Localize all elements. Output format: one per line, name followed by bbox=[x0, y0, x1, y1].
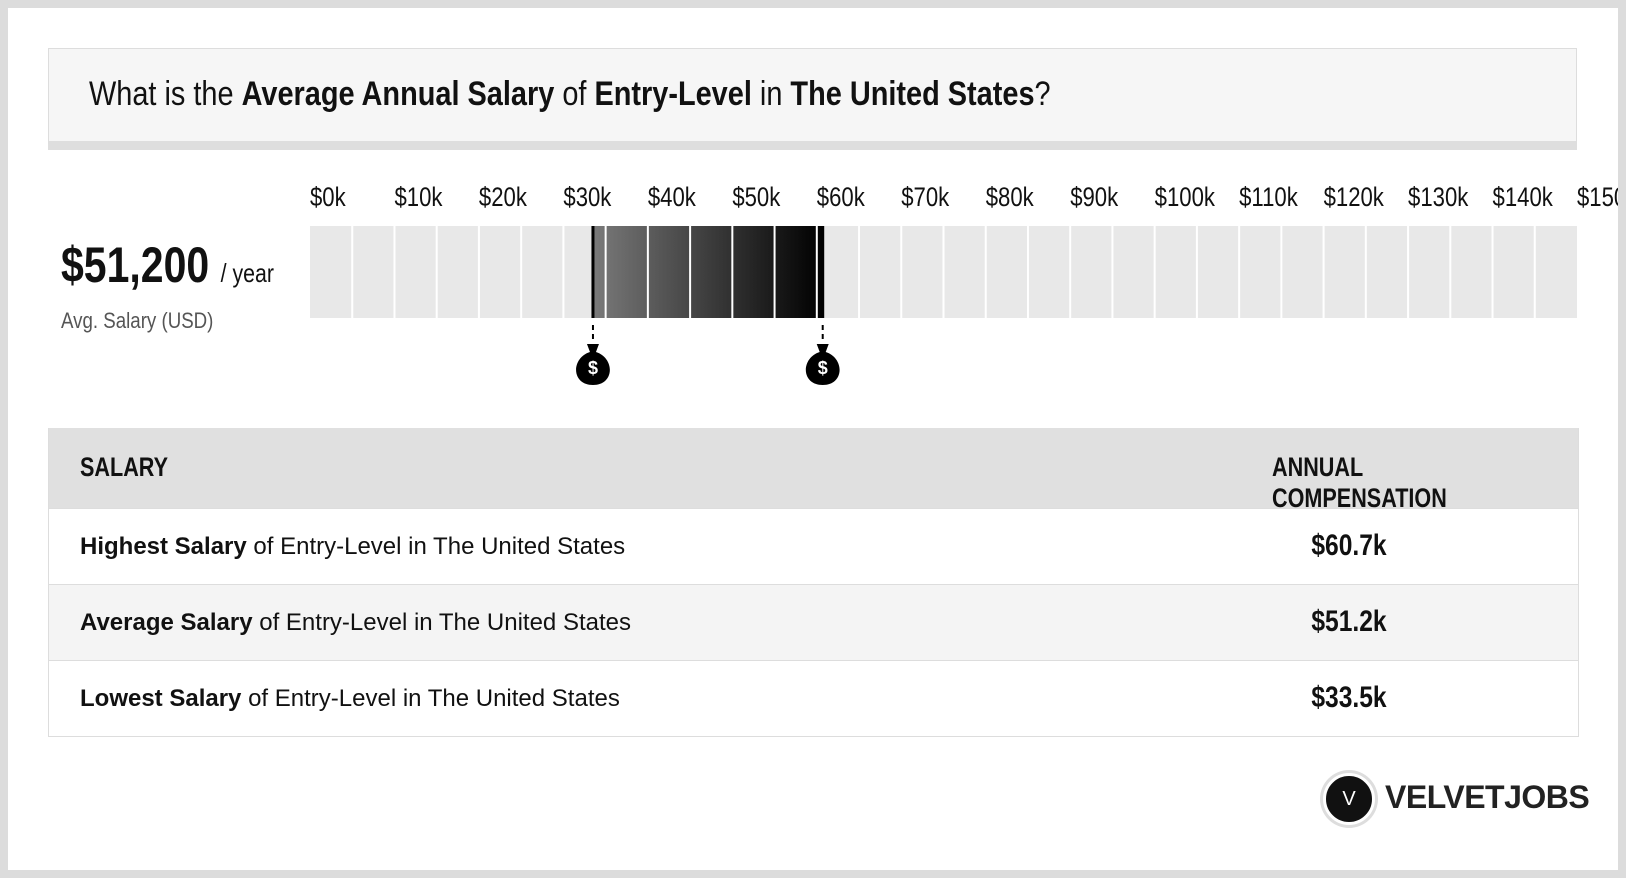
salary-scale: $0k $10k $20k $30k $40k $50k $60k $70k $80k $90k $… bbox=[310, 183, 1618, 385]
title-part: of bbox=[562, 75, 587, 113]
card: What is the Average Annual Salary of Ent… bbox=[8, 8, 1618, 870]
avg-salary: $51,200 / year bbox=[61, 236, 274, 294]
salary-range bbox=[592, 226, 823, 318]
tick-label: $150k+ bbox=[1577, 183, 1618, 213]
row-value: $33.5k bbox=[1311, 681, 1387, 714]
tick-label: $120k bbox=[1324, 183, 1385, 213]
row-label-bold: Lowest Salary bbox=[80, 685, 242, 712]
tick-label: $60k bbox=[817, 183, 866, 213]
tick-label: $80k bbox=[986, 183, 1035, 213]
logo-icon: V bbox=[1323, 773, 1375, 825]
tick-label: $0k bbox=[310, 183, 346, 213]
title-part: ? bbox=[1034, 75, 1051, 113]
tick-label: $100k bbox=[1155, 183, 1216, 213]
period: / year bbox=[220, 258, 274, 288]
caption: Avg. Salary (USD) bbox=[61, 308, 214, 333]
tick-label: $50k bbox=[732, 183, 781, 213]
title-part: Entry-Level bbox=[594, 75, 752, 113]
row-label: Average Salary of Entry-Level in The Uni… bbox=[80, 609, 631, 637]
money-bag bbox=[576, 344, 610, 385]
tick-label: $10k bbox=[394, 183, 443, 213]
title: What is the Average Annual Salary of Ent… bbox=[89, 75, 1051, 114]
table-row: Highest Salary of Entry-Level in The Uni… bbox=[49, 508, 1578, 584]
row-value: $51.2k bbox=[1311, 605, 1387, 638]
table-row: Lowest Salary of Entry-Level in The Unit… bbox=[49, 660, 1578, 736]
header-cell: ANNUAL COMPENSATION bbox=[1272, 452, 1447, 513]
title-part: Average Annual Salary bbox=[241, 75, 555, 113]
table-header: SALARY ANNUAL COMPENSATION bbox=[49, 428, 1578, 513]
marker-symbol: $ bbox=[818, 358, 828, 378]
title-part: The United States bbox=[790, 75, 1035, 113]
row-label-rest: of Entry-Level in The United States bbox=[259, 609, 631, 636]
row-label-rest: of Entry-Level in The United States bbox=[248, 685, 620, 712]
tick-label: $20k bbox=[479, 183, 528, 213]
tick-label: $40k bbox=[648, 183, 697, 213]
tick-label: $30k bbox=[563, 183, 612, 213]
tick-label: $130k bbox=[1408, 183, 1469, 213]
logo-name: VELVETJOBS bbox=[1385, 779, 1590, 815]
tick-label: $90k bbox=[1070, 183, 1119, 213]
marker-symbol: $ bbox=[588, 358, 598, 378]
row-label-rest: of Entry-Level in The United States bbox=[253, 533, 626, 560]
table-row: Average Salary of Entry-Level in The Uni… bbox=[49, 584, 1578, 660]
title-part: in bbox=[759, 75, 783, 113]
header: What is the Average Annual Salary of Ent… bbox=[48, 48, 1577, 150]
tick-label: $70k bbox=[901, 183, 950, 213]
header-cell: SALARY bbox=[80, 452, 169, 482]
row-value: $60.7k bbox=[1311, 529, 1387, 562]
tick-label: $140k bbox=[1493, 183, 1554, 213]
title-part: What is the bbox=[89, 75, 234, 113]
row-label: Highest Salary of Entry-Level in The Uni… bbox=[80, 533, 625, 561]
amount: $51,200 bbox=[61, 237, 210, 293]
row-label: Lowest Salary of Entry-Level in The Unit… bbox=[80, 685, 620, 713]
table: SALARY ANNUAL COMPENSATION Highest Salar… bbox=[48, 428, 1579, 737]
row-label-bold: Average Salary bbox=[80, 609, 253, 636]
tick-label: $110k bbox=[1239, 183, 1298, 213]
money-bag bbox=[805, 344, 840, 385]
row-label-bold: Highest Salary bbox=[80, 533, 247, 560]
